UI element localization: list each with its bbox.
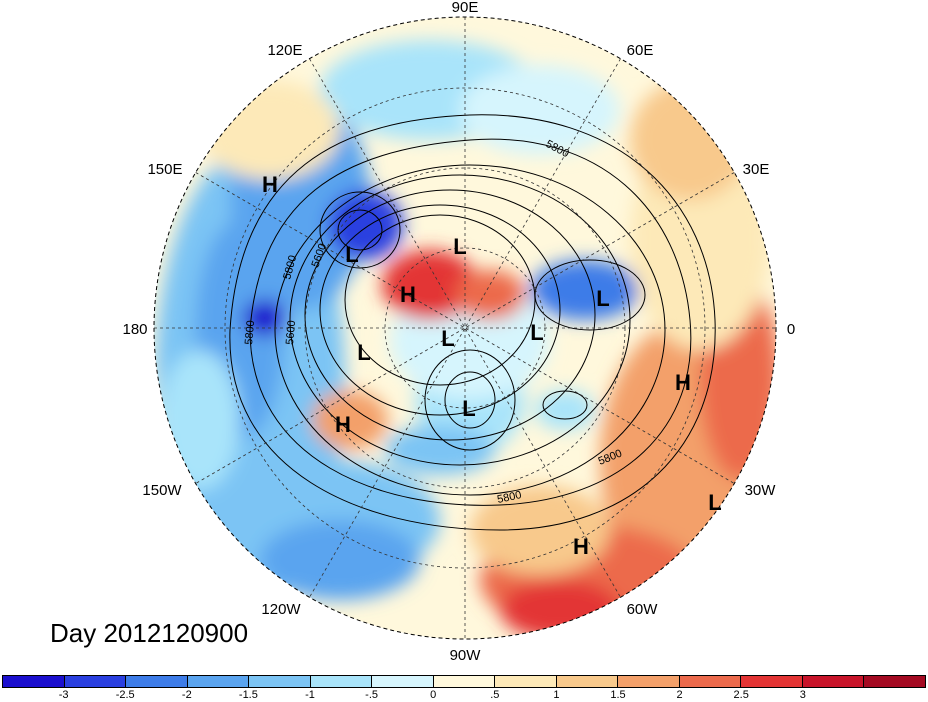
colorbar-tick-label: -1	[305, 689, 315, 701]
colorbar-tick-label: 2	[676, 689, 683, 701]
colorbar-segment	[618, 676, 680, 687]
map-boundary	[153, 16, 777, 640]
contour-label: 5800	[243, 320, 257, 345]
colorbar-segment	[679, 676, 742, 687]
contour-label: 5600	[284, 320, 298, 345]
lon-label: 90W	[450, 647, 482, 664]
low-center: L	[453, 234, 466, 259]
colorbar-tick-label: 2.5	[733, 689, 749, 701]
colorbar-segment	[372, 676, 434, 687]
longitude-labels: 90E 60E 30E 0 30W 60W 90W 120W 150W 180 …	[122, 0, 795, 664]
high-center: H	[400, 282, 416, 307]
colorbar-tick-label: -1.5	[238, 689, 258, 701]
height-contours	[229, 114, 716, 531]
low-center: L	[441, 326, 454, 351]
low-center: L	[708, 490, 721, 515]
colorbar	[2, 675, 926, 688]
lon-label: 150E	[147, 161, 182, 178]
colorbar-segment	[556, 676, 619, 687]
lon-label: 0	[787, 321, 795, 338]
colorbar-segment	[802, 676, 865, 687]
low-center: L	[357, 340, 370, 365]
high-center: H	[675, 370, 691, 395]
colorbar-segment	[64, 676, 127, 687]
colorbar-segment	[3, 676, 65, 687]
pressure-centers: H L L H L L L L L H H H L	[262, 172, 722, 559]
lon-label: 120E	[267, 42, 302, 59]
colorbar-tick-label: 3	[799, 689, 806, 701]
lon-label: 180	[122, 321, 147, 338]
contour-label: 5800	[496, 489, 522, 506]
low-center: L	[462, 396, 475, 421]
lon-label: 60W	[627, 601, 659, 618]
lon-label: 30W	[745, 482, 777, 499]
high-center: H	[262, 172, 278, 197]
lon-label: 60E	[627, 42, 654, 59]
colorbar-segment	[126, 676, 188, 687]
colorbar-segment	[187, 676, 250, 687]
high-center: H	[573, 534, 589, 559]
colorbar-segment	[249, 676, 311, 687]
colorbar-tick-label: -2.5	[115, 689, 135, 701]
colorbar-tick-label: -3	[58, 689, 69, 701]
lon-label: 120W	[261, 601, 301, 618]
lon-label: 30E	[743, 161, 770, 178]
lon-label: 90E	[452, 0, 479, 16]
low-center: L	[596, 286, 609, 311]
low-center: L	[530, 320, 543, 345]
high-center: H	[335, 412, 351, 437]
colorbar-tick-label: 1	[553, 689, 560, 701]
colorbar-tick-label: -.5	[365, 689, 379, 701]
colorbar-segment	[433, 676, 496, 687]
colorbar-segment	[864, 676, 925, 687]
lon-label: 150W	[142, 482, 182, 499]
colorbar-tick-label: .5	[490, 689, 500, 701]
graticule	[154, 17, 776, 639]
day-label: Day 2012120900	[50, 618, 249, 648]
low-center: L	[345, 242, 358, 267]
colorbar-tick-label: 0	[430, 689, 437, 701]
colorbar-tick-label: 1.5	[610, 689, 626, 701]
colorbar-segment	[741, 676, 803, 687]
colorbar-segment	[310, 676, 373, 687]
colorbar-tick-label: -2	[181, 689, 192, 701]
colorbar-segment	[495, 676, 557, 687]
